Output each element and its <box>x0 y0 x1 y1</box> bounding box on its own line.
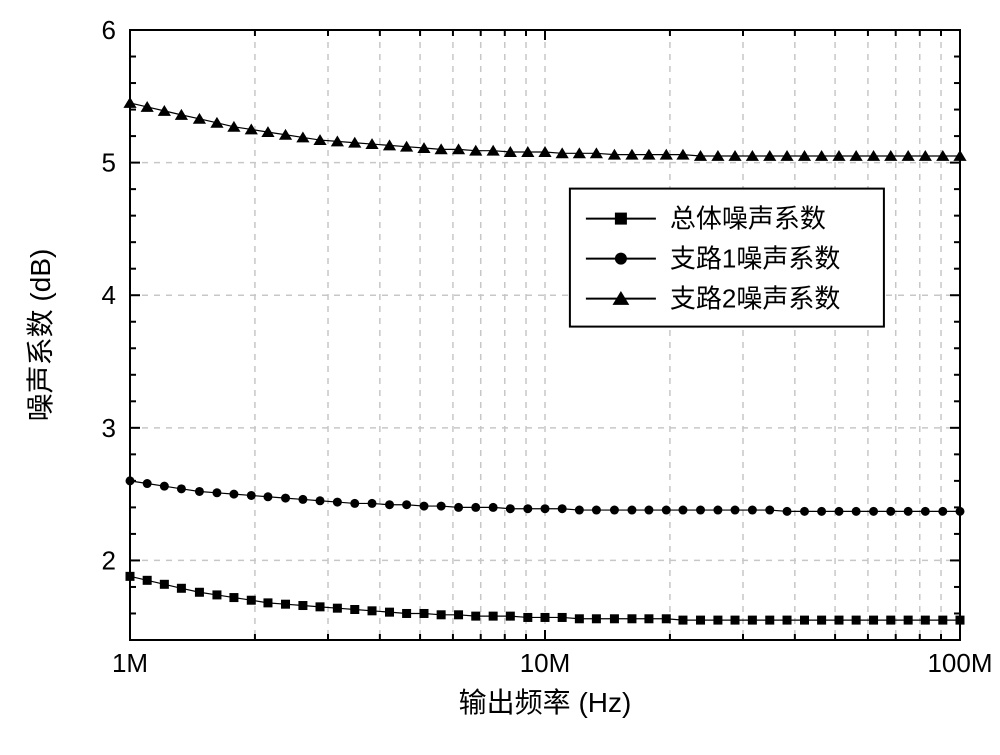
y-tick-label: 4 <box>102 280 116 310</box>
chart-svg: 1M 10M 100M 2 3 4 5 6 输出频率 (Hz) 噪声系数 (dB) 总体噪声系数支路… <box>0 0 1000 755</box>
legend-label: 总体噪声系数 <box>670 204 826 234</box>
x-tick-label: 1M <box>112 648 148 678</box>
x-tick-label: 10M <box>520 648 571 678</box>
x-tick-label: 100M <box>927 648 992 678</box>
noise-figure-chart: 1M 10M 100M 2 3 4 5 6 输出频率 (Hz) 噪声系数 (dB) 总体噪声系数支路… <box>0 0 1000 755</box>
legend-label: 支路2噪声系数 <box>670 284 840 314</box>
y-axis-label: 噪声系数 (dB) <box>25 249 56 422</box>
x-axis-label: 输出频率 (Hz) <box>459 687 632 718</box>
legend-label: 支路1噪声系数 <box>670 244 840 274</box>
y-tick-label: 5 <box>102 148 116 178</box>
y-tick-label: 3 <box>102 413 116 443</box>
legend: 总体噪声系数支路1噪声系数支路2噪声系数 <box>570 189 884 327</box>
y-tick-label: 6 <box>102 15 116 45</box>
y-tick-label: 2 <box>102 545 116 575</box>
